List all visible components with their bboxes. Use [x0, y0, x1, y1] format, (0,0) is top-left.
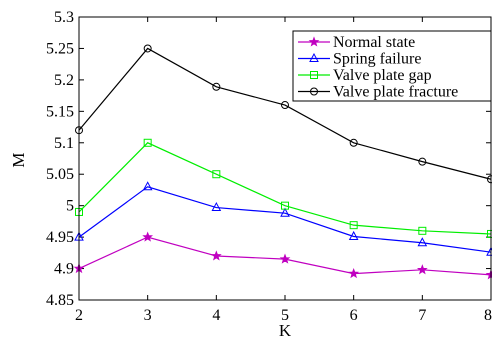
x-tick-label: 5 [281, 307, 289, 324]
y-tick-label: 4.85 [46, 292, 74, 309]
legend-item: Valve plate fracture [298, 84, 458, 101]
y-tick-label: 5 [66, 198, 74, 215]
triangle-marker [348, 230, 359, 240]
star-marker [308, 36, 320, 47]
x-axis-label: K [279, 321, 292, 339]
series-spring-failure [74, 181, 492, 256]
x-tick-label: 7 [418, 307, 426, 324]
square-marker [143, 138, 152, 147]
legend-item: Valve plate gap [298, 67, 432, 84]
square-marker [349, 221, 358, 230]
series-line [78, 142, 492, 235]
circle-marker [418, 157, 427, 166]
square-marker [310, 71, 318, 79]
legend-box [292, 30, 492, 102]
x-tick-label: 4 [212, 307, 220, 324]
triangle-marker [142, 181, 153, 191]
star-marker [416, 264, 428, 275]
x-tick-label: 3 [144, 307, 152, 324]
triangle-marker [417, 237, 428, 247]
series-valve-plate-gap [75, 138, 492, 238]
x-tick-label: 2 [75, 307, 83, 324]
x-axis-ticks: 2 3 4 5 6 7 8 [75, 17, 492, 324]
legend-label: Valve plate fracture [333, 84, 458, 101]
triangle-marker [309, 52, 319, 62]
star-marker [142, 231, 154, 242]
circle-marker [281, 101, 289, 110]
square-marker [212, 170, 221, 179]
plot-frame [78, 16, 492, 301]
series-layer [73, 44, 492, 280]
circle-marker [349, 138, 358, 147]
star-marker [210, 250, 222, 261]
y-tick-label: 5.3 [54, 9, 74, 26]
y-tick-label: 5.1 [54, 135, 74, 152]
star-marker [279, 253, 291, 264]
y-axis-label: M [9, 152, 28, 167]
y-tick-label: 5.25 [46, 40, 74, 57]
star-marker [348, 267, 360, 279]
x-tick-label: 6 [350, 307, 358, 324]
y-axis-ticks: 4.85 4.9 4.95 5 5.05 5.1 5.15 5.2 5.25 5.3 [46, 9, 491, 309]
legend-label: Valve plate gap [333, 67, 432, 84]
circle-marker [310, 87, 318, 96]
legend-item: Spring failure [298, 51, 421, 68]
triangle-marker [280, 207, 290, 217]
series-line [78, 186, 492, 253]
square-marker [418, 226, 427, 235]
legend-item: Normal state [298, 34, 415, 51]
y-tick-label: 5.2 [54, 72, 74, 89]
triangle-marker [211, 201, 222, 212]
x-tick-label: 8 [484, 307, 492, 324]
series-valve-plate-fracture [75, 44, 492, 184]
series-line [78, 47, 492, 180]
y-tick-label: 4.9 [54, 261, 74, 278]
series-normal-state [73, 231, 492, 280]
y-tick-label: 4.95 [46, 229, 74, 246]
legend-label: Spring failure [333, 51, 421, 68]
circle-marker [143, 44, 152, 53]
y-tick-label: 5.15 [46, 103, 74, 120]
y-tick-label: 5.05 [46, 166, 74, 183]
circle-marker [212, 82, 221, 91]
legend-label: Normal state [333, 34, 415, 51]
square-marker [281, 201, 289, 210]
